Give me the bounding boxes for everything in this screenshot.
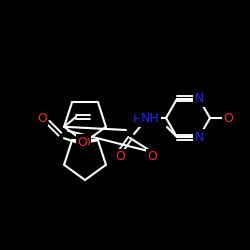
- Text: O: O: [223, 112, 233, 124]
- Text: O: O: [147, 150, 157, 164]
- Text: H₂N: H₂N: [133, 112, 157, 126]
- Text: N: N: [194, 130, 204, 143]
- Text: O: O: [37, 112, 47, 125]
- Text: O: O: [80, 136, 90, 148]
- Text: O: O: [77, 136, 87, 149]
- Text: O: O: [115, 150, 125, 164]
- Text: N: N: [194, 92, 204, 106]
- Text: NH: NH: [140, 112, 160, 124]
